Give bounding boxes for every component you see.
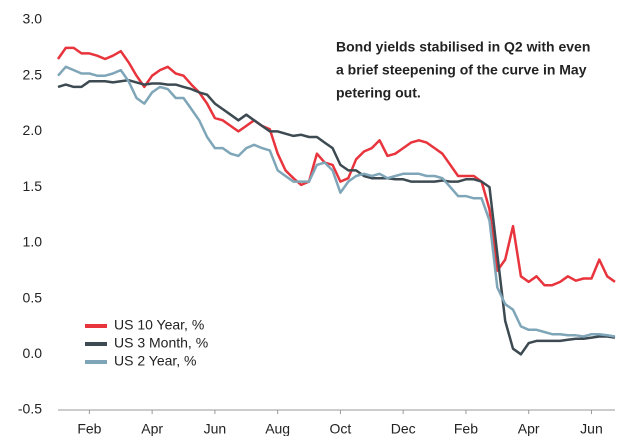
legend-label: US 3 Month, % xyxy=(114,335,208,351)
y-tick-label: 2.5 xyxy=(23,66,43,82)
y-tick-label: 0.0 xyxy=(23,345,43,361)
x-tick-label: Apr xyxy=(141,421,163,436)
annotation: petering out. xyxy=(336,85,421,101)
y-tick-label: 3.0 xyxy=(23,11,43,27)
line xyxy=(56,46,616,287)
y-tick-label: 2.0 xyxy=(23,122,43,138)
x-tick-label: Feb xyxy=(454,421,478,436)
x-tick-label: Jun xyxy=(204,421,227,436)
x-tick-label: Feb xyxy=(77,421,101,436)
legend-label: US 2 Year, % xyxy=(114,353,197,369)
y-tick-label: 0.5 xyxy=(23,289,43,305)
x-tick-label: Dec xyxy=(391,421,416,436)
line xyxy=(57,65,616,338)
y-tick-label: 1.5 xyxy=(23,178,43,194)
y-tick-label: 1.0 xyxy=(23,234,43,250)
x-tick-label: Jun xyxy=(580,421,603,436)
annotation: Bond yields stabilised in Q2 with even xyxy=(336,39,590,55)
annotation: a brief steepening of the curve in May xyxy=(336,62,587,78)
line xyxy=(57,78,616,356)
x-tick-label: Aug xyxy=(265,421,290,436)
x-tick-label: Oct xyxy=(330,421,352,436)
legend-label: US 10 Year, % xyxy=(114,317,204,333)
y-tick-label: -0.5 xyxy=(18,401,42,417)
x-tick-label: Apr xyxy=(518,421,540,436)
